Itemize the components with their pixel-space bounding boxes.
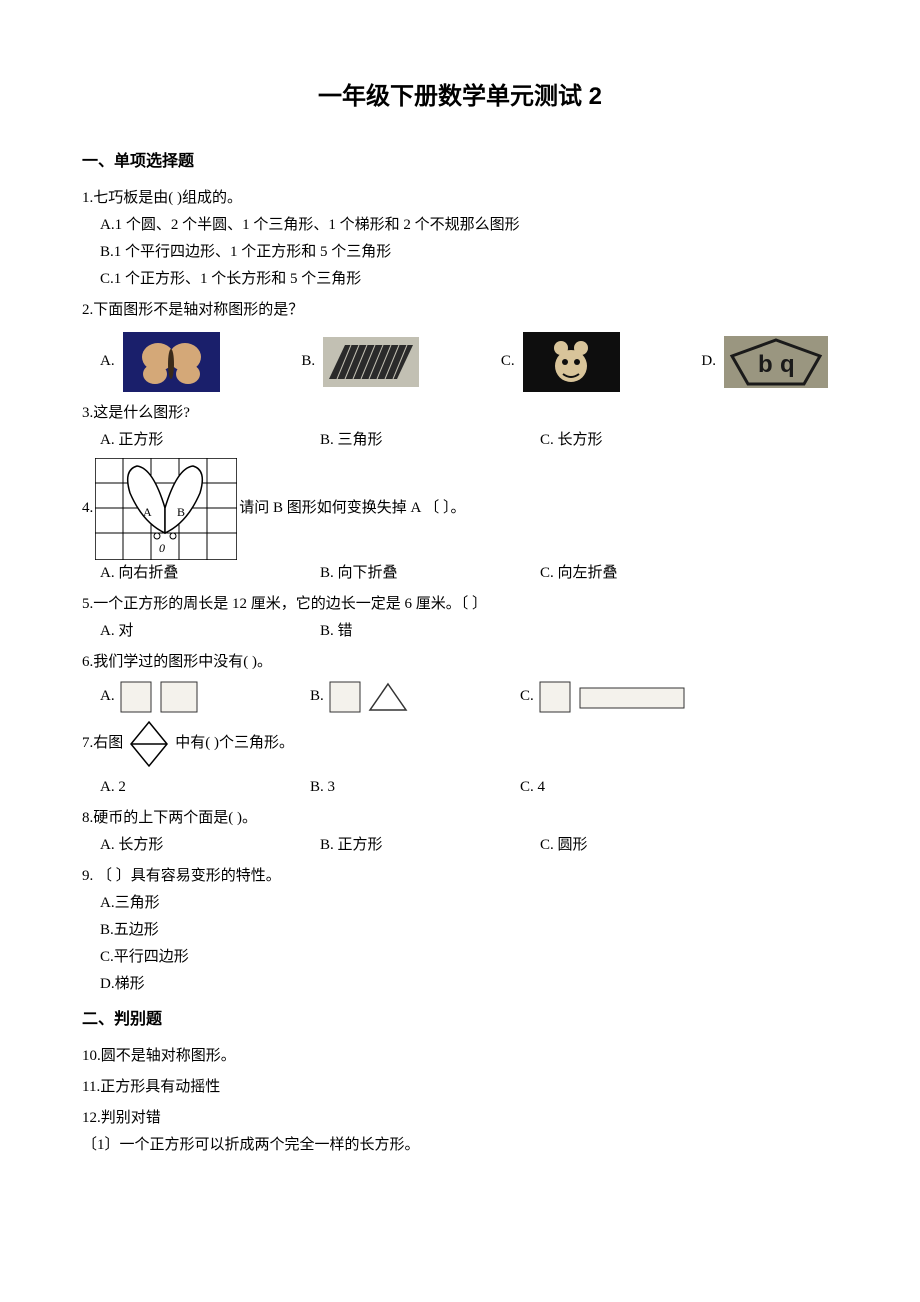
q9-text: 9. 〔 〕具有容易变形的特性。	[82, 863, 838, 890]
q10-text: 10.圆不是轴对称图形。	[82, 1043, 838, 1070]
svg-text:B: B	[177, 505, 185, 519]
question-7: 7.右图 中有( )个三角形。 A. 2 B. 3 C. 4	[82, 720, 838, 801]
q7-opt-b: B. 3	[310, 774, 520, 801]
question-12: 12.判别对错 〔1〕一个正方形可以折成两个完全一样的长方形。	[82, 1105, 838, 1159]
q4-text: 请问 B 图形如何变换失掉 A 〔 〕。	[239, 495, 465, 522]
q6-img-b	[328, 680, 412, 714]
q12-text: 12.判别对错	[82, 1105, 838, 1132]
q2-opt-d-label: D.	[701, 348, 716, 375]
q4-opt-b: B. 向下折叠	[320, 560, 540, 587]
q2-opt-c-label: C.	[501, 348, 515, 375]
q2-opt-a-label: A.	[100, 348, 115, 375]
q1-opt-a: A.1 个圆、2 个半圆、1 个三角形、1 个梯形和 2 个不规那么图形	[82, 212, 838, 239]
q2-text: 2.下面图形不是轴对称图形的是？	[82, 297, 838, 324]
question-10: 10.圆不是轴对称图形。	[82, 1043, 838, 1070]
q9-opt-b: B.五边形	[82, 917, 838, 944]
q7-diamond-image	[127, 720, 171, 768]
q6-img-c	[538, 680, 688, 714]
q4-grid-image: A B 0	[95, 458, 237, 560]
q6-opt-c-label: C.	[520, 683, 534, 710]
q3-text: 3.这是什么图形?	[82, 400, 838, 427]
q8-opt-a: A. 长方形	[100, 832, 320, 859]
q1-opt-b: B.1 个平行四边形、1 个正方形和 5 个三角形	[82, 239, 838, 266]
question-2: 2.下面图形不是轴对称图形的是？ A. B.	[82, 297, 838, 392]
q3-opt-a: A. 正方形	[100, 427, 320, 454]
question-8: 8.硬币的上下两个面是( )。 A. 长方形 B. 正方形 C. 圆形	[82, 805, 838, 859]
q6-opt-a-label: A.	[100, 683, 115, 710]
q8-text: 8.硬币的上下两个面是( )。	[82, 805, 838, 832]
q7-post: 中有( )个三角形。	[175, 730, 294, 757]
svg-text:0: 0	[159, 541, 165, 555]
q6-text: 6.我们学过的图形中没有( )。	[82, 649, 838, 676]
q5-text: 5.一个正方形的周长是 12 厘米，它的边长一定是 6 厘米。〔 〕	[82, 591, 838, 618]
q7-opt-c: C. 4	[520, 774, 730, 801]
section1-header: 一、单项选择题	[82, 148, 838, 177]
question-3: 3.这是什么图形? A. 正方形 B. 三角形 C. 长方形	[82, 400, 838, 454]
q6-opt-b-label: B.	[310, 683, 324, 710]
q2-img-b-parallelogram	[323, 337, 419, 387]
question-11: 11.正方形具有动摇性	[82, 1074, 838, 1101]
q7-pre: 7.右图	[82, 730, 123, 757]
q4-opt-a: A. 向右折叠	[100, 560, 320, 587]
svg-text:q: q	[780, 351, 795, 378]
q1-opt-c: C.1 个正方形、1 个长方形和 5 个三角形	[82, 266, 838, 293]
q1-text: 1.七巧板是由( )组成的。	[82, 185, 838, 212]
q9-opt-c: C.平行四边形	[82, 944, 838, 971]
q8-opt-b: B. 正方形	[320, 832, 540, 859]
q7-opt-a: A. 2	[100, 774, 310, 801]
q11-text: 11.正方形具有动摇性	[82, 1074, 838, 1101]
q2-img-d-pentagon: b q	[724, 336, 828, 388]
q5-opt-a: A. 对	[100, 618, 320, 645]
section2-header: 二、判别题	[82, 1006, 838, 1035]
q4-num: 4.	[82, 495, 93, 522]
question-6: 6.我们学过的图形中没有( )。 A. B. C.	[82, 649, 838, 714]
q9-opt-a: A.三角形	[82, 890, 838, 917]
q2-img-c-face	[523, 332, 620, 392]
page-title: 一年级下册数学单元测试 2	[82, 75, 838, 118]
q5-opt-b: B. 错	[320, 618, 540, 645]
svg-text:b: b	[758, 351, 773, 378]
q2-img-a-butterfly	[123, 332, 220, 392]
q2-opt-b-label: B.	[301, 348, 315, 375]
question-1: 1.七巧板是由( )组成的。 A.1 个圆、2 个半圆、1 个三角形、1 个梯形…	[82, 185, 838, 293]
q4-opt-c: C. 向左折叠	[540, 560, 760, 587]
question-9: 9. 〔 〕具有容易变形的特性。 A.三角形 B.五边形 C.平行四边形 D.梯…	[82, 863, 838, 998]
q9-opt-d: D.梯形	[82, 971, 838, 998]
q8-opt-c: C. 圆形	[540, 832, 760, 859]
q3-opt-c: C. 长方形	[540, 427, 760, 454]
q12-1-text: 〔1〕一个正方形可以折成两个完全一样的长方形。	[82, 1132, 838, 1159]
q3-opt-b: B. 三角形	[320, 427, 540, 454]
question-4: 4. A B 0 请问 B 图形如何变换失掉 A 〔 〕。	[82, 458, 838, 587]
q6-img-a	[119, 680, 199, 714]
svg-text:A: A	[143, 505, 152, 519]
question-5: 5.一个正方形的周长是 12 厘米，它的边长一定是 6 厘米。〔 〕 A. 对 …	[82, 591, 838, 645]
